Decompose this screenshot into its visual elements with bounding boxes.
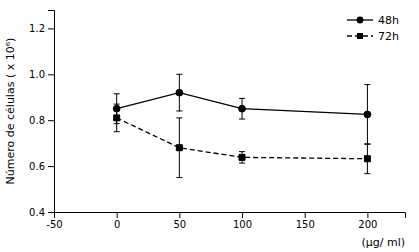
error-bar bbox=[364, 144, 370, 174]
y-tick: 0.6 bbox=[29, 161, 54, 172]
x-tick-mark bbox=[179, 212, 180, 218]
y-axis-label: Número de células ( x 10⁶) bbox=[4, 38, 17, 185]
x-tick-mark bbox=[305, 212, 306, 218]
error-bar-cap bbox=[114, 104, 120, 105]
legend-marker bbox=[357, 17, 364, 24]
x-axis-line bbox=[55, 213, 406, 219]
error-bar-cap bbox=[176, 177, 182, 178]
x-tick-label: 150 bbox=[296, 219, 315, 230]
y-axis-line bbox=[48, 11, 55, 213]
y-tick-label: 0.4 bbox=[29, 207, 45, 218]
x-tick-mark bbox=[242, 212, 243, 218]
y-tick: 0.8 bbox=[29, 115, 54, 126]
y-tick-mark bbox=[48, 212, 54, 213]
plot: -50 0 50 100 150 200 0.4 0.6 0.8 1.0 1.2 (µg/ ml) Nú… bbox=[4, 11, 406, 250]
y-tick-mark bbox=[48, 120, 54, 121]
error-bar-cap bbox=[239, 151, 245, 152]
y-tick-mark bbox=[48, 28, 54, 29]
y-tick-label: 1.2 bbox=[29, 23, 45, 34]
error-bar-cap bbox=[239, 163, 245, 164]
x-tick: 50 bbox=[173, 212, 186, 230]
error-bar-cap bbox=[239, 119, 245, 120]
series bbox=[114, 104, 371, 177]
error-bar bbox=[114, 104, 120, 132]
error-bar-cap bbox=[176, 111, 182, 112]
x-tick: 100 bbox=[233, 212, 252, 230]
point bbox=[239, 105, 246, 112]
error-bar bbox=[364, 85, 370, 145]
error-bar bbox=[176, 74, 182, 111]
y-tick-label: 1.0 bbox=[29, 69, 45, 80]
legend: 48h72h bbox=[347, 14, 399, 43]
y-tick-mark bbox=[48, 74, 54, 75]
legend-item: 72h bbox=[347, 30, 399, 43]
x-tick: 0 bbox=[114, 212, 120, 230]
error-bar bbox=[176, 118, 182, 178]
x-axis-label: (µg/ ml) bbox=[361, 236, 405, 249]
y-tick-label: 0.6 bbox=[29, 161, 45, 172]
point bbox=[364, 156, 370, 162]
x-tick-label: 100 bbox=[233, 219, 252, 230]
error-bar-cap bbox=[364, 143, 370, 144]
error-bar-cap bbox=[239, 98, 245, 99]
error-bar bbox=[239, 98, 245, 119]
point bbox=[176, 89, 183, 96]
error-bar-cap bbox=[364, 173, 370, 174]
legend-item: 48h bbox=[347, 14, 399, 27]
y-tick-mark bbox=[48, 166, 54, 167]
legend-marker bbox=[357, 33, 363, 39]
x-tick-label: 0 bbox=[114, 219, 120, 230]
error-bar bbox=[239, 152, 245, 163]
point bbox=[114, 115, 120, 121]
x-tick: 150 bbox=[296, 212, 315, 230]
marks bbox=[113, 74, 370, 177]
point bbox=[364, 111, 371, 118]
chart: -50 0 50 100 150 200 0.4 0.6 0.8 1.0 1.2 (µg/ ml) Nú… bbox=[0, 0, 419, 252]
point bbox=[176, 145, 182, 151]
y-tick: 0.4 bbox=[29, 207, 54, 218]
error-bar-cap bbox=[176, 74, 182, 75]
error-bar-cap bbox=[176, 117, 182, 118]
x-tick-mark bbox=[367, 212, 368, 218]
error-bar-cap bbox=[114, 131, 120, 132]
x-tick-mark bbox=[117, 212, 118, 218]
x-tick: -50 bbox=[46, 212, 62, 230]
x-tick-label: 200 bbox=[358, 219, 377, 230]
legend-label: 48h bbox=[378, 14, 399, 27]
x-axis: -50 0 50 100 150 200 bbox=[46, 212, 405, 230]
y-axis: 0.4 0.6 0.8 1.0 1.2 bbox=[29, 11, 54, 218]
series bbox=[113, 74, 370, 144]
y-tick: 1.0 bbox=[29, 69, 54, 80]
x-tick: 200 bbox=[358, 212, 377, 230]
y-tick-label: 0.8 bbox=[29, 115, 45, 126]
point bbox=[239, 154, 245, 160]
x-tick-label: 50 bbox=[173, 219, 186, 230]
error-bar-cap bbox=[114, 93, 120, 94]
y-tick: 1.2 bbox=[29, 23, 54, 34]
x-tick-label: -50 bbox=[46, 219, 62, 230]
legend-label: 72h bbox=[378, 30, 399, 43]
error-bar-cap bbox=[364, 84, 370, 85]
